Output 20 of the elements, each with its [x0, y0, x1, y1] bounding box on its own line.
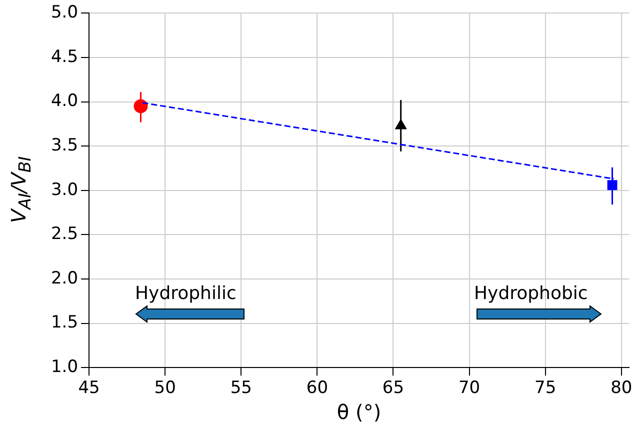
x-tick-label: 80 — [610, 378, 632, 398]
x-tick-label: 70 — [458, 378, 480, 398]
y-tick-label: 4.5 — [50, 46, 78, 67]
y-tick-label: 1.5 — [50, 312, 78, 333]
y-tick-label: 4.0 — [50, 91, 78, 112]
y-tick-label: 3.5 — [50, 136, 78, 156]
x-axis-title: θ (°) — [336, 400, 382, 424]
x-tick-label: 45 — [78, 378, 100, 398]
x-tick-label: 50 — [154, 378, 176, 398]
x-tick-label: 60 — [306, 378, 328, 398]
x-tick-label: 75 — [534, 378, 556, 398]
annotation: Hydrophobic — [474, 283, 588, 304]
y-tick-label: 3.0 — [50, 180, 78, 200]
x-tick-label: 65 — [382, 378, 404, 398]
x-tick-label: 55 — [230, 378, 252, 398]
y-tick-label: 2.5 — [50, 224, 78, 244]
y-tick-label: 2.0 — [50, 268, 78, 288]
y-tick-label: 5.0 — [50, 2, 78, 23]
annotation: Hydrophilic — [135, 283, 236, 304]
y-tick-label: 1.0 — [50, 357, 78, 378]
